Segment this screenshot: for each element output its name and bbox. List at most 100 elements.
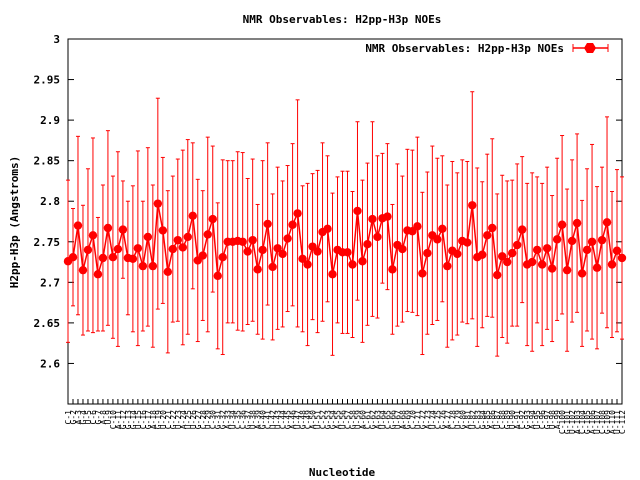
x-tick-label: U-74 — [428, 410, 437, 429]
data-point — [617, 253, 627, 263]
x-tick-label: G-101 — [563, 410, 572, 434]
data-point — [93, 270, 103, 279]
x-tick-label: U-47 — [294, 410, 303, 429]
plot-frame — [67, 38, 623, 405]
x-tick-label: U-34 — [229, 410, 238, 429]
x-tick-label: G-89 — [503, 410, 512, 429]
x-tick-label: G-31 — [214, 410, 223, 429]
x-tick-label: G-27 — [194, 410, 203, 429]
x-tick-label: C-30 — [209, 410, 218, 429]
x-tick-label: C-100 — [558, 410, 567, 434]
data-point — [73, 221, 83, 230]
data-point — [133, 244, 143, 253]
x-tick-label: U-38 — [249, 410, 258, 429]
y-tick-label: 2.7 — [40, 276, 60, 289]
x-tick-label: G-84 — [478, 410, 487, 429]
y-tick-label: 2.65 — [34, 317, 61, 330]
data-point — [313, 247, 322, 256]
data-point — [218, 252, 227, 262]
x-tick-label: G-2 — [69, 410, 78, 425]
x-tick-label: G-12 — [119, 410, 128, 429]
x-tick-label: C-52 — [319, 410, 328, 429]
data-point — [517, 225, 527, 234]
x-tick-label: G-66 — [388, 410, 397, 429]
x-tick-label: A-110 — [608, 410, 617, 434]
data-point — [203, 230, 212, 239]
x-tick-label: G-109 — [603, 410, 612, 434]
x-tick-label: C-70 — [408, 410, 417, 429]
x-tick-label: U-107 — [593, 410, 602, 434]
y-tick-label: 2.95 — [34, 74, 61, 87]
x-tick-label: C-41 — [264, 410, 273, 429]
x-tick-label: C-28 — [199, 410, 208, 429]
x-tick-label: G-85 — [483, 410, 492, 429]
x-tick-label: C-6 — [89, 410, 98, 425]
data-point — [173, 235, 183, 245]
x-tick-label: U-20 — [159, 410, 168, 429]
data-point — [353, 206, 362, 216]
data-point — [358, 257, 367, 266]
data-point — [443, 261, 452, 271]
y-tick-label: 2.9 — [40, 114, 60, 127]
x-tick-label: G-4 — [79, 410, 88, 425]
x-tick-label: G-105 — [583, 410, 592, 434]
data-point — [587, 237, 597, 246]
data-point — [373, 232, 382, 242]
x-tick-label: A-103 — [573, 410, 582, 434]
x-tick-label: A-77 — [443, 410, 452, 429]
x-tick-label: U-56 — [339, 410, 348, 429]
x-tick-label: G-45 — [284, 410, 293, 429]
x-tick-label: A-39 — [254, 410, 263, 429]
data-point — [118, 225, 128, 234]
data-point — [582, 245, 592, 255]
data-point — [98, 253, 108, 263]
x-tick-label: A-3 — [74, 410, 83, 425]
y-tick-label: 2.8 — [40, 195, 60, 208]
x-tick-label: A-50 — [309, 410, 318, 429]
x-tick-label: U-25 — [184, 410, 193, 429]
data-point — [343, 248, 352, 257]
data-point — [323, 224, 332, 233]
x-tick-label: A-63 — [373, 410, 382, 429]
y-axis-label: H2pp-H3p (Angstroms) — [8, 156, 21, 288]
x-tick-label: A-11 — [114, 410, 123, 429]
data-point — [78, 265, 88, 275]
x-tick-label: U-42 — [269, 410, 278, 429]
x-tick-label: U-87 — [493, 410, 502, 429]
x-tick-label: C-16 — [139, 410, 148, 429]
data-point — [363, 240, 372, 249]
legend-label: NMR Observables: H2pp-H3p NOEs — [365, 42, 564, 55]
x-tick-label: G-7 — [94, 410, 103, 425]
data-point — [498, 252, 507, 261]
x-tick-label: A-91 — [513, 410, 522, 429]
x-tick-label: U-51 — [314, 410, 323, 429]
x-tick-label: U-15 — [134, 410, 143, 429]
data-point — [607, 260, 617, 269]
data-point — [468, 201, 477, 210]
x-tick-label: U-26 — [189, 410, 198, 429]
x-tick-label: G-93 — [523, 410, 532, 429]
x-tick-label: G-53 — [324, 410, 333, 429]
data-point — [542, 244, 552, 253]
x-tick-label: A-94 — [528, 410, 537, 429]
data-point — [483, 231, 492, 240]
x-tick-label: G-40 — [259, 410, 268, 429]
data-point — [168, 244, 178, 254]
x-tick-label: G-72 — [418, 410, 427, 429]
legend: NMR Observables: H2pp-H3p NOEs — [365, 42, 609, 55]
x-tick-label: C-57 — [343, 410, 352, 429]
x-tick-label: C-1 — [64, 410, 73, 425]
x-tick-label: A-99 — [553, 410, 562, 429]
data-point — [488, 223, 497, 233]
x-tick-label: C-108 — [598, 410, 607, 434]
data-point — [463, 238, 472, 247]
data-point — [388, 265, 397, 274]
x-tick-label: A-8 — [99, 410, 108, 425]
x-tick-label: G-17 — [144, 410, 153, 429]
data-point — [298, 254, 307, 264]
data-point — [527, 257, 537, 267]
data-point — [288, 220, 297, 229]
x-tick-label: U-95 — [533, 410, 542, 429]
y-tick-label: 2.6 — [40, 357, 60, 370]
